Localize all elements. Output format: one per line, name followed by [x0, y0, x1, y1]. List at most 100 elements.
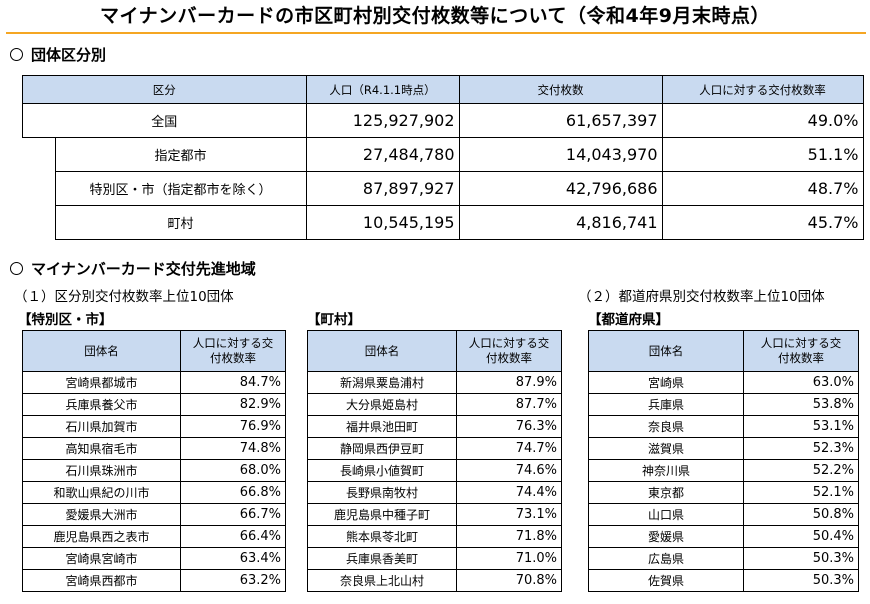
table-row: 兵庫県香美町 71.0% [307, 547, 562, 570]
rate-value: 53.8% [743, 393, 859, 416]
rate-value: 68.0% [180, 459, 286, 482]
header-rate: 人口に対する交付枚数率 [743, 330, 859, 372]
rate-value: 71.0% [456, 547, 562, 570]
ranking-table-prefectures: 団体名 人口に対する交付枚数率 宮崎県 63.0% 兵庫県 53.8% 奈良県 53.1%… [588, 330, 859, 592]
header-rate: 人口に対する交付枚数率 [456, 330, 562, 372]
entity-name: 宮崎県 [588, 371, 744, 394]
entity-name: 兵庫県 [588, 393, 744, 416]
entity-name: 大分県姫島村 [307, 393, 457, 416]
summary-table: 区分 人口（R4.1.1時点） 交付枚数 人口に対する交付枚数率 全国 125,… [22, 75, 864, 240]
rate-value: 87.9% [456, 371, 562, 394]
ranking-table-towns: 団体名 人口に対する交付枚数率 新潟県粟島浦村 87.9% 大分県姫島村 87.7% 福… [307, 330, 562, 592]
issued-value: 42,796,686 [458, 171, 663, 206]
rate-value: 66.7% [180, 503, 286, 526]
rate-value: 73.1% [456, 503, 562, 526]
table-row: 鹿児島県中種子町 73.1% [307, 503, 562, 526]
row-label: 指定都市 [54, 137, 307, 172]
issued-value: 61,657,397 [458, 103, 663, 138]
table-row: 滋賀県 52.3% [588, 437, 859, 460]
rate-value: 48.7% [661, 171, 864, 206]
entity-name: 和歌山県紀の川市 [22, 481, 181, 504]
rate-value: 49.0% [661, 103, 864, 138]
table-row: 特別区・市（指定都市を除く） 87,897,927 42,796,686 48.… [23, 171, 864, 206]
table-row: 長崎県小値賀町 74.6% [307, 459, 562, 482]
rate-value: 51.1% [661, 137, 864, 172]
row-label: 町村 [54, 205, 307, 240]
table-row: 石川県珠洲市 68.0% [22, 459, 286, 482]
table-row: 兵庫県 53.8% [588, 393, 859, 416]
table-row: 熊本県苓北町 71.8% [307, 525, 562, 548]
table-row: 東京都 52.1% [588, 481, 859, 504]
header-issued: 交付枚数 [458, 75, 663, 104]
entity-name: 滋賀県 [588, 437, 744, 460]
rate-value: 74.6% [456, 459, 562, 482]
table-row: 和歌山県紀の川市 66.8% [22, 481, 286, 504]
entity-name: 福井県池田町 [307, 415, 457, 438]
ranking-header-row: 団体名 人口に対する交付枚数率 [307, 330, 562, 372]
ranking-table-cities: 団体名 人口に対する交付枚数率 宮崎県都城市 84.7% 兵庫県養父市 82.9% 石川… [22, 330, 286, 592]
header-rate: 人口に対する交付枚数率 [661, 75, 864, 104]
header-rate-text: 人口に対する交付枚数率 [760, 336, 842, 365]
rate-value: 53.1% [743, 415, 859, 438]
table-row: 奈良県 53.1% [588, 415, 859, 438]
rate-value: 50.8% [743, 503, 859, 526]
rate-value: 63.0% [743, 371, 859, 394]
section2-heading: マイナンバーカード交付先進地域 [10, 258, 256, 279]
table-row: 山口県 50.8% [588, 503, 859, 526]
table-row: 町村 10,545,195 4,816,741 45.7% [23, 205, 864, 240]
rate-value: 52.1% [743, 481, 859, 504]
entity-name: 佐賀県 [588, 569, 744, 592]
header-name: 団体名 [22, 330, 181, 372]
summary-header-row: 区分 人口（R4.1.1時点） 交付枚数 人口に対する交付枚数率 [22, 75, 864, 104]
table-row: 兵庫県養父市 82.9% [22, 393, 286, 416]
issued-value: 4,816,741 [458, 205, 663, 240]
entity-name: 宮崎県都城市 [22, 371, 181, 394]
rate-value: 63.2% [180, 569, 286, 592]
rate-value: 70.8% [456, 569, 562, 592]
population-value: 10,545,195 [305, 205, 460, 240]
rate-value: 66.8% [180, 481, 286, 504]
table-row: 新潟県粟島浦村 87.9% [307, 371, 562, 394]
header-rate-text: 人口に対する交付枚数率 [192, 336, 274, 365]
subheading-category-ranking: （１）区分別交付枚数率上位10団体 [14, 289, 234, 305]
issued-value: 14,043,970 [458, 137, 663, 172]
rate-value: 63.4% [180, 547, 286, 570]
entity-name: 石川県珠洲市 [22, 459, 181, 482]
table-row: 神奈川県 52.2% [588, 459, 859, 482]
rate-value: 87.7% [456, 393, 562, 416]
section1-heading-text: 団体区分別 [31, 46, 107, 64]
table-row: 愛媛県大洲市 66.7% [22, 503, 286, 526]
ranking-body: 宮崎県 63.0% 兵庫県 53.8% 奈良県 53.1% 滋賀県 52.3% 神奈川県 52.2… [588, 371, 859, 592]
entity-name: 兵庫県養父市 [22, 393, 181, 416]
row-label: 特別区・市（指定都市を除く） [54, 171, 307, 206]
rate-value: 76.9% [180, 415, 286, 438]
table-row: 石川県加賀市 76.9% [22, 415, 286, 438]
page-title: マイナンバーカードの市区町村別交付枚数等について（令和4年9月末時点） [100, 5, 770, 27]
entity-name: 山口県 [588, 503, 744, 526]
rate-value: 50.3% [743, 569, 859, 592]
rate-value: 76.3% [456, 415, 562, 438]
rate-value: 84.7% [180, 371, 286, 394]
ranking-body: 新潟県粟島浦村 87.9% 大分県姫島村 87.7% 福井県池田町 76.3% 静岡県西伊豆… [307, 371, 562, 592]
rate-value: 66.4% [180, 525, 286, 548]
header-rate: 人口に対する交付枚数率 [180, 330, 286, 372]
table-row: 高知県宿毛市 74.8% [22, 437, 286, 460]
ranking-header-row: 団体名 人口に対する交付枚数率 [588, 330, 859, 372]
population-value: 87,897,927 [305, 171, 460, 206]
circle-bullet-icon [10, 48, 23, 61]
ranking-body: 宮崎県都城市 84.7% 兵庫県養父市 82.9% 石川県加賀市 76.9% 高知県宿毛市 7… [22, 371, 286, 592]
population-value: 27,484,780 [305, 137, 460, 172]
header-name: 団体名 [588, 330, 744, 372]
rate-value: 45.7% [661, 205, 864, 240]
table-row: 全国 125,927,902 61,657,397 49.0% [22, 103, 864, 138]
category-label-towns: 【町村】 [307, 312, 361, 328]
entity-name: 愛媛県大洲市 [22, 503, 181, 526]
table-row: 宮崎県西都市 63.2% [22, 569, 286, 592]
entity-name: 東京都 [588, 481, 744, 504]
rate-value: 50.4% [743, 525, 859, 548]
section2-heading-text: マイナンバーカード交付先進地域 [31, 260, 256, 278]
indent-spacer [22, 137, 56, 240]
rate-value: 74.4% [456, 481, 562, 504]
category-label-prefectures: 【都道府県】 [588, 312, 669, 328]
table-row: 佐賀県 50.3% [588, 569, 859, 592]
